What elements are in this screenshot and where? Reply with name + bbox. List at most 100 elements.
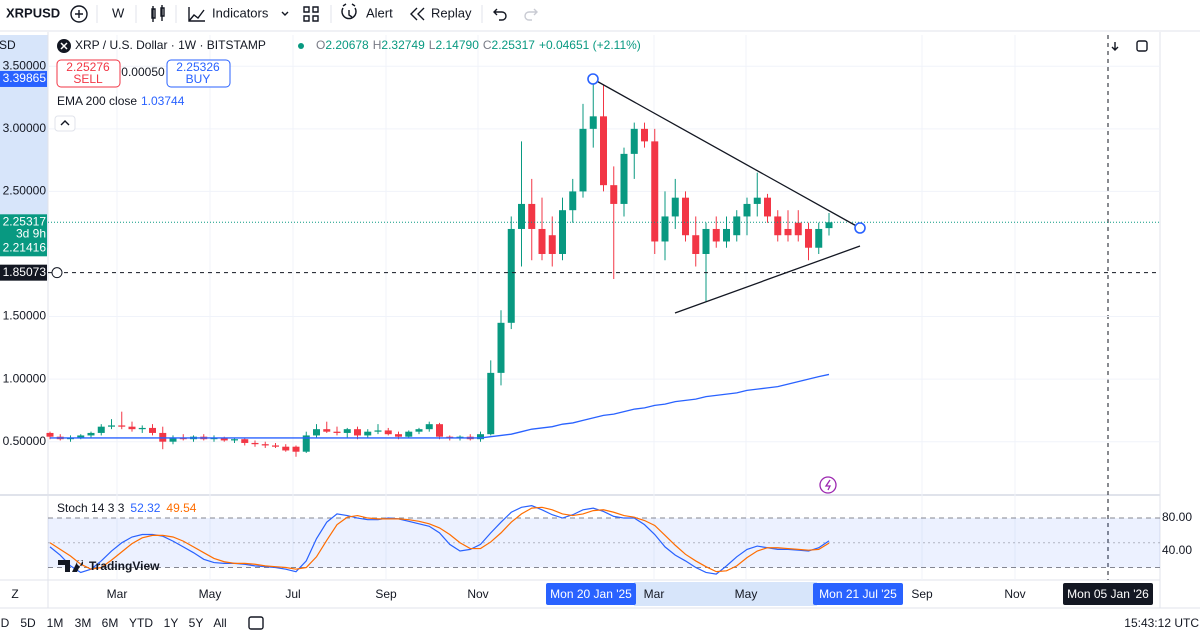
candle-body xyxy=(282,446,290,451)
indicators-icon[interactable] xyxy=(188,7,205,22)
candle-body xyxy=(692,235,700,254)
range-button[interactable]: All xyxy=(213,616,226,630)
time-axis: Mar May Jul Sep Nov Mon 20 Jan '25 Mar May Mon 2… xyxy=(107,582,1153,606)
candle-body xyxy=(313,429,320,436)
ema-line xyxy=(50,373,830,439)
candle-body xyxy=(774,216,782,236)
scroll-icon[interactable] xyxy=(1111,42,1119,51)
close: 2.25317 xyxy=(492,38,536,52)
maximize-icon[interactable] xyxy=(1136,40,1148,52)
anchor[interactable] xyxy=(587,73,599,85)
axis-unit: SD xyxy=(0,38,16,52)
price-label-bg xyxy=(0,264,47,281)
symbol[interactable]: XRPUSD xyxy=(6,5,60,20)
replay-icon[interactable] xyxy=(410,7,425,21)
date-range-icon[interactable] xyxy=(248,616,264,630)
time-label: Nov xyxy=(1004,587,1025,601)
alert-button[interactable]: Alert xyxy=(366,5,393,20)
scale-mode[interactable]: Z xyxy=(11,587,18,601)
candle-body xyxy=(415,429,423,432)
candle-body xyxy=(302,435,310,452)
candle-body xyxy=(784,228,792,236)
candle-body xyxy=(815,228,823,248)
candle-body xyxy=(108,425,115,427)
range-button[interactable]: 1M xyxy=(47,616,64,630)
range-button[interactable]: 1Y xyxy=(164,616,179,630)
crosshair-plus xyxy=(51,267,63,279)
buy-button[interactable] xyxy=(166,59,231,88)
interval[interactable]: W xyxy=(112,5,125,20)
chart-type-icon[interactable] xyxy=(151,5,165,22)
collapse-legend[interactable] xyxy=(54,115,76,132)
candle-body xyxy=(630,128,638,154)
buy-price[interactable]: 2.25326 xyxy=(176,60,220,74)
templates-icon[interactable] xyxy=(303,6,319,22)
indicators-chevron[interactable] xyxy=(281,11,289,16)
indicators-button[interactable]: Indicators xyxy=(212,5,269,20)
stoch-k: 52.32 xyxy=(130,501,160,515)
candle-body xyxy=(405,431,413,437)
triangle-drawing[interactable] xyxy=(587,73,866,314)
candle-body xyxy=(764,197,771,217)
anchor[interactable] xyxy=(854,222,866,234)
sell-label[interactable]: SELL xyxy=(73,72,103,86)
l-label: L xyxy=(429,38,436,52)
buy-label[interactable]: BUY xyxy=(186,72,211,86)
range-button[interactable]: 3M xyxy=(75,616,92,630)
marks: 3.50000 3.00000 2.50000 1.50000 1.00000 0.500… xyxy=(0,58,1192,575)
range-button[interactable]: 6M xyxy=(102,616,119,630)
candle-body xyxy=(528,203,536,229)
candle-body xyxy=(272,445,279,447)
candle-body xyxy=(712,228,720,242)
current-price-bg xyxy=(0,214,47,242)
redo-icon[interactable] xyxy=(524,8,538,21)
candle-body xyxy=(87,432,95,436)
undo-icon[interactable] xyxy=(493,8,507,21)
candle-body xyxy=(138,427,146,430)
alert-icon[interactable] xyxy=(341,3,357,20)
candle-body xyxy=(548,235,556,254)
candle-body xyxy=(682,197,689,236)
compare-icon[interactable] xyxy=(70,5,88,23)
candle-body xyxy=(374,430,382,432)
range-button[interactable]: 5D xyxy=(20,616,36,630)
range-button[interactable]: D xyxy=(1,616,10,630)
candle-body xyxy=(395,434,402,437)
trendline[interactable] xyxy=(592,78,861,229)
time-label: Mar xyxy=(107,587,128,601)
candle-body xyxy=(589,116,597,129)
candle-body xyxy=(743,203,751,217)
time-label: Sep xyxy=(375,587,397,601)
trendline[interactable] xyxy=(674,245,861,314)
candle-body xyxy=(723,228,730,242)
candle-body xyxy=(364,431,372,436)
open: 2.20678 xyxy=(325,38,369,52)
brand-name: TradingView xyxy=(89,559,160,573)
candle-body xyxy=(436,424,443,437)
replay-button[interactable]: Replay xyxy=(431,5,472,20)
candle-body xyxy=(671,197,679,217)
candle-body xyxy=(733,216,741,236)
bottom-bar: 15:43:12 UTC D 5D 1M 3M 6M YTD 1Y 5Y All xyxy=(1,616,1200,630)
time-label: Mar xyxy=(644,587,665,601)
sell-price[interactable]: 2.25276 xyxy=(66,60,110,74)
range-button[interactable]: 5Y xyxy=(189,616,204,630)
sell-button[interactable] xyxy=(56,59,121,88)
compare-plus xyxy=(75,10,83,18)
toolbar-bg xyxy=(0,0,1200,29)
candle-body xyxy=(384,430,392,435)
candle-body xyxy=(805,228,812,248)
clock: 15:43:12 UTC xyxy=(1124,616,1199,630)
stoch-d: 49.54 xyxy=(166,501,196,515)
current-price: 2.25317 xyxy=(3,214,47,228)
candle-body xyxy=(169,437,177,442)
range-button[interactable]: YTD xyxy=(129,616,153,630)
event-icon[interactable] xyxy=(819,476,837,494)
event-bolt xyxy=(824,479,832,491)
stoch-tick-label: 40.00 xyxy=(1162,543,1192,557)
candle-body xyxy=(241,439,249,443)
candle-body xyxy=(507,228,515,323)
candle-body xyxy=(77,435,85,438)
candle-body xyxy=(518,203,525,229)
